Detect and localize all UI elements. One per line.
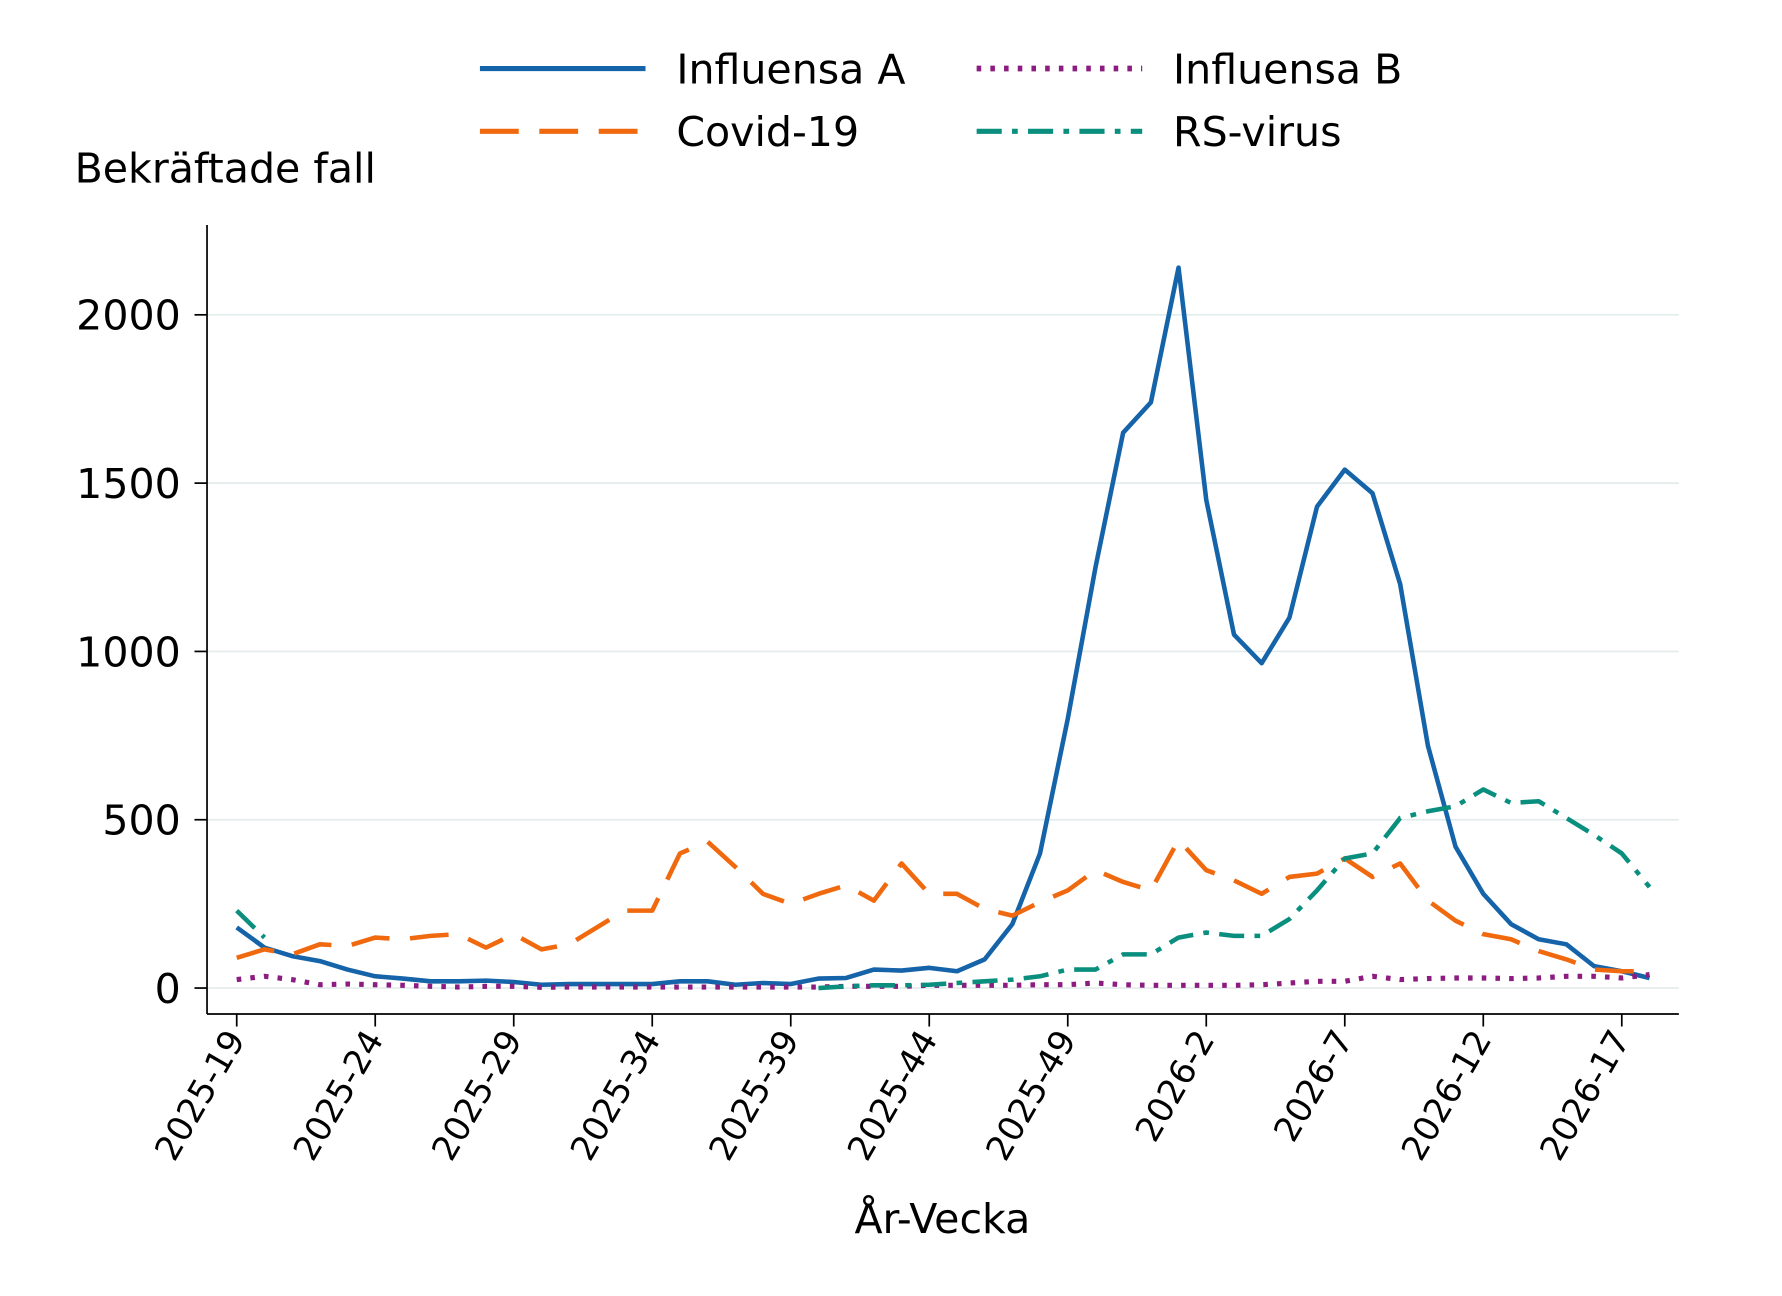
y-tick-label: 500: [102, 797, 180, 845]
x-tick-label: 2026-17: [1533, 1024, 1639, 1168]
legend-label: Covid-19: [676, 108, 859, 156]
x-tick-label: 2025-24: [286, 1024, 392, 1168]
y-axis-title: Bekräftade fall: [75, 145, 376, 193]
x-tick-label: 2025-34: [563, 1024, 669, 1168]
y-tick-label: 0: [155, 965, 181, 1013]
legend-label: RS-virus: [1173, 108, 1341, 156]
x-tick-label: 2025-49: [978, 1024, 1084, 1168]
series-line: [236, 837, 1650, 974]
x-tick-label: 2025-39: [701, 1024, 807, 1168]
series-line: [235, 787, 1652, 991]
series-line: [236, 972, 1650, 990]
x-tick-label: 2026-2: [1128, 1024, 1223, 1149]
y-tick-label: 1000: [76, 628, 181, 676]
legend-label: Influensa A: [676, 45, 905, 93]
y-tick-label: 1500: [76, 460, 181, 508]
x-tick-label: 2026-7: [1266, 1024, 1361, 1149]
x-tick-label: 2025-19: [147, 1024, 253, 1168]
legend-label: Influensa B: [1173, 45, 1402, 93]
x-tick-label: 2025-29: [424, 1024, 530, 1168]
y-tick-label: 2000: [76, 292, 181, 340]
x-axis-title: År-Vecka: [854, 1195, 1030, 1243]
x-tick-label: 2026-12: [1394, 1024, 1500, 1168]
series-line: [235, 265, 1651, 988]
x-tick-label: 2025-44: [840, 1024, 946, 1168]
